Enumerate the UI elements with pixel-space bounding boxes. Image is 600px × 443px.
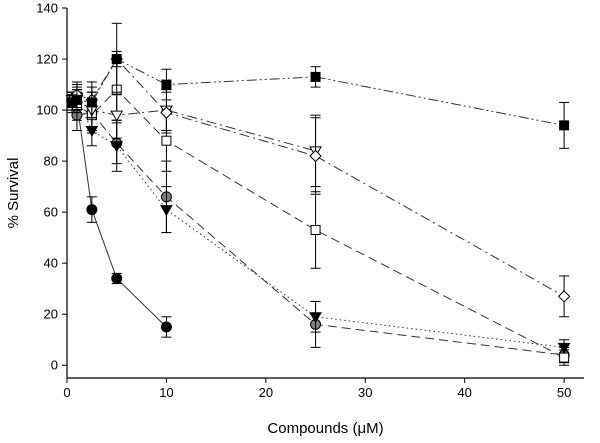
- data-point: [557, 290, 571, 303]
- y-tick-label: 40: [44, 256, 58, 271]
- data-point: [71, 94, 82, 105]
- data-point: [160, 205, 173, 217]
- data-point: [161, 135, 172, 146]
- data-point: [557, 342, 571, 354]
- y-tick-label: 140: [36, 1, 58, 16]
- data-point: [110, 141, 124, 153]
- x-tick-label: 30: [358, 385, 372, 400]
- y-axis-title: % Survival: [5, 158, 22, 229]
- y-tick-label: 100: [36, 103, 58, 118]
- x-axis-title: Compounds (μM): [267, 420, 383, 437]
- series-1: [66, 91, 172, 338]
- x-tick-label: 40: [457, 385, 471, 400]
- series-layer: [65, 22, 571, 366]
- x-tick-label: 50: [557, 385, 571, 400]
- data-point: [310, 225, 321, 235]
- data-point: [161, 79, 172, 90]
- y-tick-label: 0: [51, 358, 58, 373]
- y-tick-label: 80: [44, 154, 58, 169]
- y-tick-label: 20: [44, 307, 58, 322]
- data-point: [160, 106, 173, 119]
- series-7: [66, 50, 570, 149]
- series-4: [66, 58, 570, 366]
- data-point: [111, 54, 122, 65]
- axes: 0 20 40 60 80 100 120 140 0 10 20 30 40 50: [36, 1, 584, 400]
- data-point: [110, 110, 124, 122]
- x-tick-label: 10: [159, 385, 173, 400]
- data-point: [160, 321, 172, 333]
- data-point: [559, 120, 570, 131]
- x-tick-label: 20: [259, 385, 273, 400]
- data-point: [111, 272, 123, 284]
- data-point: [559, 352, 570, 363]
- data-point: [310, 71, 321, 82]
- series-line: [71, 99, 316, 152]
- y-tick-label: 120: [36, 52, 58, 67]
- data-point: [309, 312, 322, 324]
- y-tick-label: 60: [44, 205, 58, 220]
- series-3: [65, 84, 571, 356]
- data-point: [309, 149, 322, 163]
- series-line: [71, 99, 167, 328]
- series-line: [71, 58, 565, 297]
- data-point: [86, 204, 98, 216]
- data-point: [86, 97, 97, 108]
- x-tick-label: 0: [63, 385, 70, 400]
- series-line: [71, 96, 565, 348]
